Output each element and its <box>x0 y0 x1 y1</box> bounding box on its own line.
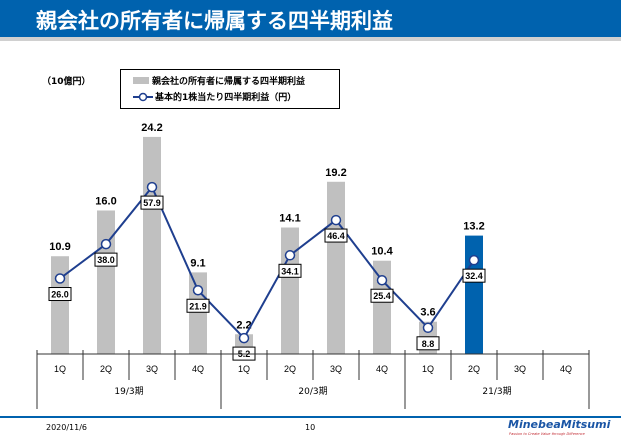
bar-value-label: 16.0 <box>95 195 116 207</box>
eps-value-label: 26.0 <box>51 290 69 300</box>
bar-value-label: 9.1 <box>190 257 205 269</box>
footer-date: 2020/11/6 <box>46 423 88 432</box>
eps-point <box>330 214 342 226</box>
bar <box>465 235 483 354</box>
eps-line <box>59 185 475 340</box>
bar <box>51 256 69 354</box>
eps-point <box>192 285 204 296</box>
eps-label-box <box>324 228 348 243</box>
header-divider <box>0 37 621 41</box>
eps-value-label: 34.1 <box>281 266 299 276</box>
eps-value-label: 46.4 <box>327 231 345 241</box>
eps-point <box>238 332 250 344</box>
x-tick-label: 4Q <box>560 364 572 374</box>
unit-label: （10億円） <box>42 77 91 87</box>
eps-label-box <box>462 268 486 283</box>
eps-value-label: 38.0 <box>97 255 115 265</box>
eps-value-label: 25.4 <box>373 291 391 301</box>
x-tick-label: 1Q <box>54 364 66 374</box>
x-tick-label: 4Q <box>192 364 204 374</box>
header-bar: 親会社の所有者に帰属する四半期利益 <box>0 0 621 37</box>
bar-value-label: 10.4 <box>371 246 393 258</box>
bar-value-label: 2.2 <box>236 319 251 331</box>
eps-label-box <box>94 252 118 267</box>
eps-label-box <box>278 263 302 278</box>
eps-value-label: 57.9 <box>143 198 161 208</box>
eps-label-box <box>416 336 440 351</box>
eps-label-box <box>186 298 210 313</box>
eps-point <box>284 250 296 261</box>
legend-line-label: 基本的1株当たり四半期利益（円） <box>155 93 297 103</box>
eps-point <box>376 274 388 286</box>
bar <box>373 260 391 354</box>
x-tick-label: 3Q <box>514 364 526 374</box>
x-tick-label: 3Q <box>330 364 342 374</box>
eps-label-box <box>140 195 164 210</box>
page-title: 親会社の所有者に帰属する四半期利益 <box>36 9 393 33</box>
bar-value-label: 14.1 <box>279 213 300 225</box>
footer-divider <box>0 416 621 418</box>
eps-point <box>468 254 480 266</box>
line-legend-marker-icon <box>133 92 153 101</box>
bar-value-label: 10.9 <box>49 241 70 253</box>
x-tick-label: 2Q <box>100 364 112 374</box>
eps-point <box>54 273 66 284</box>
bar-value-label: 13.2 <box>463 221 484 233</box>
bar-value-label: 3.6 <box>420 307 435 319</box>
eps-label-box <box>370 288 394 303</box>
eps-value-label: 32.4 <box>465 271 483 281</box>
x-tick-label: 4Q <box>376 364 388 374</box>
bar <box>281 227 299 354</box>
company-logo: MinebeaMitsumi <box>508 418 611 431</box>
page-number: 10 <box>305 423 316 432</box>
group-label: 21/3期 <box>482 386 511 397</box>
x-tick-label: 2Q <box>284 364 296 374</box>
x-tick-label: 2Q <box>468 364 480 374</box>
bar-value-label: 24.2 <box>141 122 162 134</box>
bar <box>327 181 345 354</box>
bar-value-label: 19.2 <box>325 167 346 179</box>
bar <box>97 210 115 354</box>
bar <box>189 272 207 354</box>
group-label: 19/3期 <box>114 386 143 397</box>
x-tick-label: 3Q <box>146 364 158 374</box>
legend: 親会社の所有者に帰属する四半期利益 基本的1株当たり四半期利益（円） <box>120 69 340 109</box>
eps-label-box <box>48 287 72 302</box>
group-label: 20/3期 <box>298 386 327 397</box>
x-tick-label: 1Q <box>238 364 250 374</box>
eps-point <box>100 238 112 250</box>
eps-value-label: 21.9 <box>189 301 207 311</box>
eps-point <box>146 181 158 193</box>
bar <box>143 136 161 354</box>
eps-point <box>422 322 434 334</box>
bar-legend-swatch <box>133 77 149 84</box>
eps-value-label: 8.8 <box>422 339 435 349</box>
company-tagline: Passion to Create Value through Differen… <box>509 432 585 436</box>
x-tick-label: 1Q <box>422 364 434 374</box>
legend-bar-label: 親会社の所有者に帰属する四半期利益 <box>152 77 306 87</box>
